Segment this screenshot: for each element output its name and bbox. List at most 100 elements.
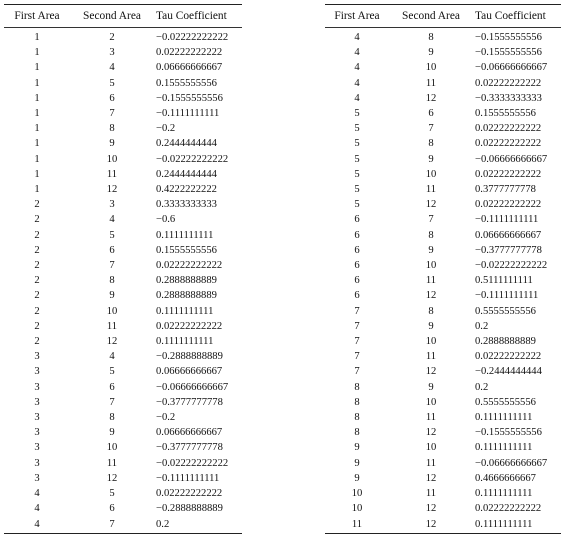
second-area-cell: 3 xyxy=(109,199,115,211)
tau-coefficient-cell: 0.2888888889 xyxy=(475,336,536,348)
first-area-cell: 2 xyxy=(34,260,40,272)
table-row: 5 12 0.02222222222 xyxy=(325,197,561,212)
first-area-cell: 2 xyxy=(34,305,40,317)
first-area-cell: 2 xyxy=(34,275,40,287)
second-area-cell: 12 xyxy=(425,92,437,104)
first-area-cell: 9 xyxy=(354,472,360,484)
table-row: 1 7 −0.1111111111 xyxy=(4,106,242,121)
second-area-cell: 8 xyxy=(109,412,115,424)
table-row: 8 11 0.1111111111 xyxy=(325,410,561,425)
second-area-cell: 9 xyxy=(428,153,434,165)
tau-coefficient-cell: −0.2888888889 xyxy=(156,351,223,363)
table-row: 4 12 −0.3333333333 xyxy=(325,91,561,106)
tau-coefficient-cell: 0.02222222222 xyxy=(475,199,542,211)
second-area-cell: 10 xyxy=(425,442,437,454)
first-area-cell: 5 xyxy=(354,123,360,135)
tau-coefficient-cell: 0.1111111111 xyxy=(475,518,533,530)
tau-coefficient-cell: −0.3777777778 xyxy=(475,244,542,256)
second-area-cell: 8 xyxy=(428,229,434,241)
table-row: 6 8 0.06666666667 xyxy=(325,228,561,243)
second-area-cell: 9 xyxy=(109,290,115,302)
tau-coefficient-cell: −0.06666666667 xyxy=(475,153,548,165)
second-area-cell: 7 xyxy=(428,123,434,135)
table-row: 4 11 0.02222222222 xyxy=(325,76,561,91)
table-row: 6 9 −0.3777777778 xyxy=(325,243,561,258)
table-row: 3 5 0.06666666667 xyxy=(4,364,242,379)
first-area-cell: 5 xyxy=(354,199,360,211)
second-area-cell: 12 xyxy=(425,503,437,515)
table-row: 8 9 0.2 xyxy=(325,380,561,395)
second-area-cell: 9 xyxy=(428,47,434,59)
tau-table-right: First Area Second Area Tau Coefficient 4… xyxy=(325,4,561,534)
table-row: 1 6 −0.1555555556 xyxy=(4,91,242,106)
table-row: 9 10 0.1111111111 xyxy=(325,440,561,455)
table-row: 2 12 0.1111111111 xyxy=(4,334,242,349)
header-second-area: Second Area xyxy=(389,4,473,28)
tau-coefficient-cell: −0.1111111111 xyxy=(475,290,539,302)
table-row: 1 11 0.2444444444 xyxy=(4,167,242,182)
table-row: 5 11 0.3777777778 xyxy=(325,182,561,197)
first-area-cell: 3 xyxy=(34,412,40,424)
first-area-cell: 5 xyxy=(354,138,360,150)
first-area-cell: 5 xyxy=(354,184,360,196)
header-row: First Area Second Area Tau Coefficient xyxy=(4,4,242,28)
first-area-cell: 6 xyxy=(354,275,360,287)
first-area-cell: 4 xyxy=(34,503,40,515)
first-area-cell: 1 xyxy=(34,47,40,59)
second-area-cell: 6 xyxy=(428,108,434,120)
second-area-cell: 6 xyxy=(109,503,115,515)
first-area-cell: 1 xyxy=(34,138,40,150)
second-area-cell: 4 xyxy=(109,351,115,363)
tau-coefficient-cell: 0.2 xyxy=(475,320,489,332)
first-area-cell: 8 xyxy=(354,381,360,393)
table-row: 2 11 0.02222222222 xyxy=(4,319,242,334)
table-row: 3 7 −0.3777777778 xyxy=(4,395,242,410)
tau-coefficient-cell: −0.3777777778 xyxy=(156,396,223,408)
second-area-cell: 12 xyxy=(106,184,118,196)
first-area-cell: 4 xyxy=(34,518,40,530)
second-area-cell: 4 xyxy=(109,62,115,74)
second-area-cell: 7 xyxy=(428,214,434,226)
tau-coefficient-cell: 0.2444444444 xyxy=(156,168,217,180)
first-area-cell: 1 xyxy=(34,123,40,135)
table-header: First Area Second Area Tau Coefficient xyxy=(325,4,561,28)
table-row: 10 12 0.02222222222 xyxy=(325,501,561,516)
tau-coefficient-cell: 0.5555555556 xyxy=(475,396,536,408)
second-area-cell: 12 xyxy=(425,290,437,302)
table-row: 6 11 0.5111111111 xyxy=(325,273,561,288)
table-row: 1 4 0.06666666667 xyxy=(4,60,242,75)
table-row: 6 7 −0.1111111111 xyxy=(325,212,561,227)
second-area-cell: 10 xyxy=(425,260,437,272)
tau-coefficient-cell: 0.1111111111 xyxy=(475,488,533,500)
second-area-cell: 2 xyxy=(109,32,115,43)
first-area-cell: 3 xyxy=(34,381,40,393)
first-area-cell: 5 xyxy=(354,153,360,165)
second-area-cell: 7 xyxy=(109,396,115,408)
table-header: First Area Second Area Tau Coefficient xyxy=(4,4,242,28)
first-area-cell: 6 xyxy=(354,290,360,302)
second-area-cell: 10 xyxy=(106,153,118,165)
tau-coefficient-cell: −0.2888888889 xyxy=(156,503,223,515)
tau-coefficient-cell: −0.1111111111 xyxy=(156,108,220,120)
table-row: 7 9 0.2 xyxy=(325,319,561,334)
table-row: 1 5 0.1555555556 xyxy=(4,76,242,91)
table-row: 8 10 0.5555555556 xyxy=(325,395,561,410)
tau-coefficient-cell: −0.2 xyxy=(156,123,176,135)
table-row: 8 12 −0.1555555556 xyxy=(325,425,561,440)
first-area-cell: 6 xyxy=(354,244,360,256)
tau-coefficient-cell: 0.1111111111 xyxy=(156,305,214,317)
second-area-cell: 11 xyxy=(425,351,437,363)
second-area-cell: 12 xyxy=(106,472,118,484)
first-area-cell: 7 xyxy=(354,320,360,332)
second-area-cell: 11 xyxy=(425,184,437,196)
tau-coefficient-cell: −0.06666666667 xyxy=(156,381,229,393)
tau-coefficient-cell: 0.02222222222 xyxy=(156,320,223,332)
second-area-cell: 7 xyxy=(109,108,115,120)
header-tau-coefficient: Tau Coefficient xyxy=(154,4,242,28)
tau-coefficient-cell: 0.06666666667 xyxy=(475,229,542,241)
second-area-cell: 8 xyxy=(109,123,115,135)
tau-coefficient-cell: 0.02222222222 xyxy=(475,168,542,180)
tau-coefficient-cell: −0.6 xyxy=(156,214,176,226)
first-area-cell: 3 xyxy=(34,427,40,439)
tau-coefficient-cell: 0.4666666667 xyxy=(475,472,536,484)
